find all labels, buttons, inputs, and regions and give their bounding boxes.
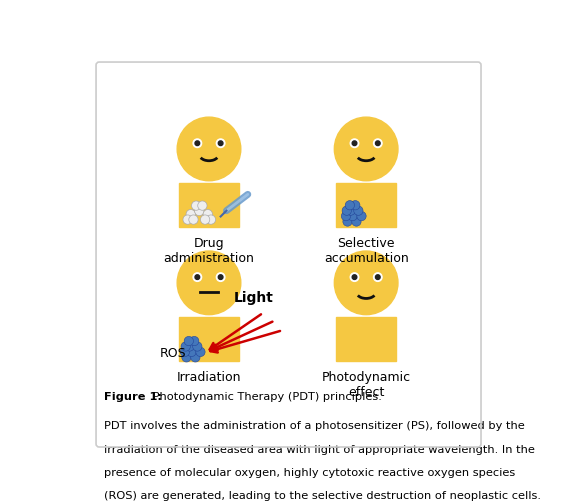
- Circle shape: [350, 273, 359, 281]
- Circle shape: [334, 251, 398, 314]
- Circle shape: [184, 336, 194, 346]
- Circle shape: [334, 117, 398, 181]
- Circle shape: [376, 141, 380, 146]
- Circle shape: [177, 117, 241, 181]
- Circle shape: [177, 251, 241, 314]
- Circle shape: [348, 212, 358, 221]
- Bar: [336, 183, 396, 227]
- Circle shape: [186, 210, 195, 219]
- Circle shape: [193, 273, 202, 281]
- Circle shape: [195, 207, 204, 216]
- Bar: [179, 183, 239, 227]
- Circle shape: [216, 273, 225, 281]
- Circle shape: [193, 342, 202, 351]
- Circle shape: [350, 139, 359, 148]
- Circle shape: [185, 342, 194, 351]
- Circle shape: [198, 201, 207, 210]
- Text: Photodynamic Therapy (PDT) principles.: Photodynamic Therapy (PDT) principles.: [149, 392, 382, 402]
- Text: ROS: ROS: [160, 347, 186, 360]
- Circle shape: [351, 201, 360, 210]
- Circle shape: [341, 212, 351, 221]
- Circle shape: [376, 275, 380, 279]
- Text: Photodynamic
effect: Photodynamic effect: [321, 371, 411, 399]
- Circle shape: [190, 336, 199, 346]
- Circle shape: [373, 273, 382, 281]
- Circle shape: [343, 217, 352, 226]
- Circle shape: [196, 347, 205, 357]
- Circle shape: [193, 139, 202, 148]
- Bar: [336, 317, 396, 361]
- Text: presence of molecular oxygen, highly cytotoxic reactive oxygen species: presence of molecular oxygen, highly cyt…: [104, 468, 516, 478]
- Circle shape: [195, 275, 200, 279]
- Circle shape: [187, 347, 196, 357]
- Text: PDT involves the administration of a photosensitizer (PS), followed by the: PDT involves the administration of a pho…: [104, 421, 525, 431]
- Circle shape: [203, 210, 212, 219]
- Circle shape: [180, 347, 190, 357]
- Text: Drug
administration: Drug administration: [163, 237, 254, 265]
- Text: Light: Light: [234, 291, 274, 305]
- Circle shape: [345, 201, 355, 210]
- Text: (ROS) are generated, leading to the selective destruction of neoplastic cells.: (ROS) are generated, leading to the sele…: [104, 491, 541, 501]
- Circle shape: [346, 206, 355, 215]
- Circle shape: [352, 275, 357, 279]
- Circle shape: [189, 215, 198, 224]
- Circle shape: [191, 353, 200, 362]
- Circle shape: [183, 215, 193, 224]
- Circle shape: [354, 206, 363, 215]
- Circle shape: [352, 141, 357, 146]
- Text: irradiation of the diseased area with light of appropriate wavelength. In the: irradiation of the diseased area with li…: [104, 445, 535, 455]
- Circle shape: [191, 201, 201, 210]
- Circle shape: [342, 206, 351, 215]
- Circle shape: [182, 353, 191, 362]
- Circle shape: [200, 215, 210, 224]
- Circle shape: [218, 275, 223, 279]
- Circle shape: [218, 141, 223, 146]
- Circle shape: [357, 212, 366, 221]
- Circle shape: [352, 217, 361, 226]
- Text: Irradiation: Irradiation: [177, 371, 241, 384]
- Circle shape: [206, 215, 216, 224]
- Circle shape: [216, 139, 225, 148]
- Circle shape: [373, 139, 382, 148]
- Text: Selective
accumulation: Selective accumulation: [324, 237, 409, 265]
- Bar: [179, 317, 239, 361]
- Text: Figure 1:: Figure 1:: [104, 392, 162, 402]
- Circle shape: [181, 342, 190, 351]
- Circle shape: [195, 141, 200, 146]
